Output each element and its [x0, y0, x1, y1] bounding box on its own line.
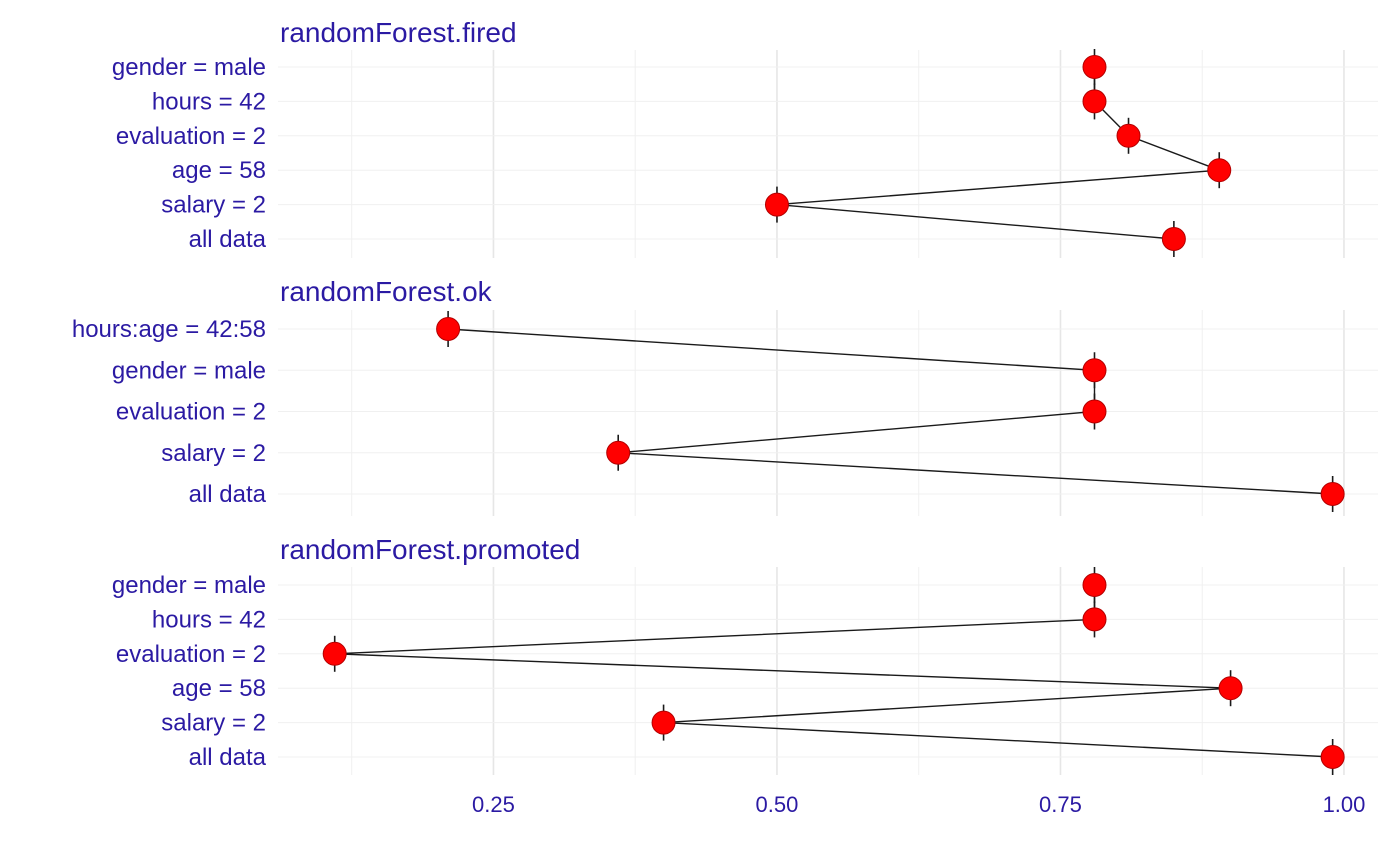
data-point: [436, 317, 461, 341]
data-point: [764, 192, 789, 217]
x-tick-label: 1.00: [1323, 792, 1366, 817]
category-label: hours = 42: [152, 88, 266, 115]
x-axis: 0.25 0.50 0.75 1.00: [472, 792, 1365, 817]
data-point: [1082, 55, 1107, 79]
data-point: [651, 710, 676, 735]
x-tick-label: 0.75: [1039, 792, 1082, 817]
data-point: [1082, 573, 1107, 597]
category-label: hours = 42: [152, 606, 266, 633]
data-point: [1082, 89, 1107, 114]
data-point: [1320, 745, 1345, 769]
panel-title: randomForest.promoted: [280, 534, 580, 565]
panel-3: randomForest.promoted gender = male hours …: [112, 534, 1378, 775]
category-label: evaluation = 2: [116, 123, 266, 150]
data-point: [1218, 676, 1243, 701]
category-label: salary = 2: [161, 192, 266, 219]
category-label: all data: [189, 481, 267, 508]
panels: randomForest.fired gender = male hours = 4…: [72, 17, 1378, 775]
connector-line: [776, 67, 1220, 240]
category-label: gender = male: [112, 54, 266, 81]
panel-title: randomForest.ok: [280, 276, 493, 307]
category-label: evaluation = 2: [116, 641, 266, 668]
data-point: [1207, 158, 1232, 183]
data-point: [1082, 607, 1107, 632]
data-point: [1320, 482, 1345, 506]
category-label: hours:age = 42:58: [72, 316, 266, 343]
data-point: [1082, 358, 1107, 383]
category-label: salary = 2: [161, 440, 266, 467]
category-label: salary = 2: [161, 710, 266, 737]
data-point: [322, 641, 347, 666]
data-point: [606, 440, 631, 465]
category-label: age = 58: [172, 675, 266, 702]
data-point: [1161, 227, 1186, 251]
data-point: [1082, 399, 1107, 424]
category-label: age = 58: [172, 157, 266, 184]
panel-title: randomForest.fired: [280, 17, 517, 48]
category-label: gender = male: [112, 357, 266, 384]
data-point: [1116, 123, 1141, 148]
category-label: all data: [189, 744, 267, 771]
category-label: evaluation = 2: [116, 399, 266, 426]
x-tick-label: 0.25: [472, 792, 515, 817]
panel-2: randomForest.ok hours:age = 42:58 gender =…: [72, 276, 1378, 516]
x-tick-label: 0.50: [756, 792, 799, 817]
category-label: gender = male: [112, 572, 266, 599]
category-label: all data: [189, 226, 267, 253]
panel-1: randomForest.fired gender = male hours = 4…: [112, 17, 1378, 258]
connector-line: [334, 585, 1333, 758]
